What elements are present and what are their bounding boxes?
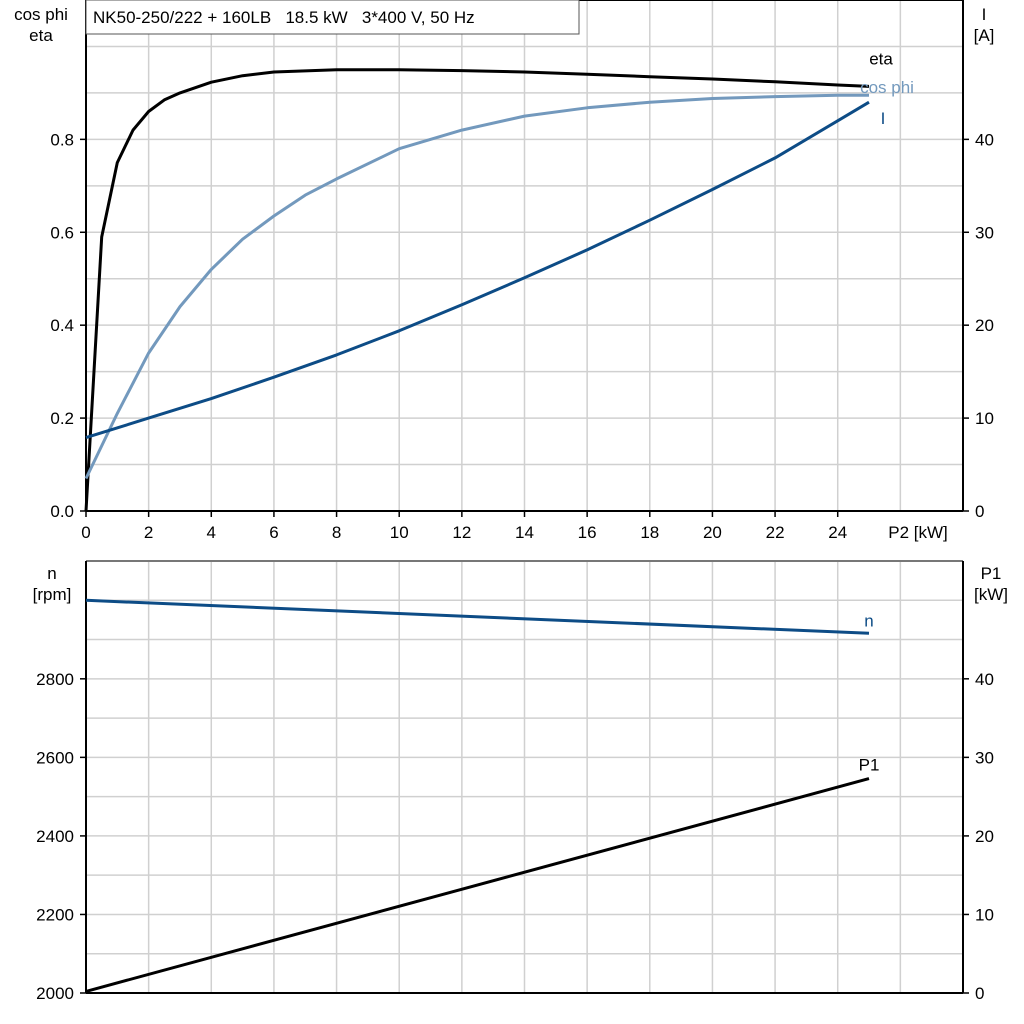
- series-i-label: I: [881, 109, 886, 128]
- bottom-chart: 2000 2200 2400 2600 2800 0 10 20 30 40 n P1: [36, 560, 994, 1003]
- left-tick-label: 0.4: [50, 316, 74, 335]
- left-tick-label: 2200: [36, 905, 74, 924]
- right-tick-label: 30: [975, 223, 994, 242]
- x-tick-label: 16: [578, 523, 597, 542]
- x-tick-label: 2: [144, 523, 153, 542]
- left-tick-label: 0.6: [50, 223, 74, 242]
- right-tick-label: 20: [975, 827, 994, 846]
- series-cos-phi-label: cos phi: [860, 78, 914, 97]
- x-tick-label: 20: [703, 523, 722, 542]
- right-tick-label: 40: [975, 670, 994, 689]
- x-tick-label: 8: [332, 523, 341, 542]
- top-left-axis-label-2: eta: [29, 26, 53, 45]
- right-tick-label: 20: [975, 316, 994, 335]
- left-tick-label: 0.2: [50, 409, 74, 428]
- series-i-line: [85, 100, 870, 440]
- x-tick-label: 12: [452, 523, 471, 542]
- left-tick-label: 2000: [36, 984, 74, 1003]
- x-tick-label: 24: [828, 523, 847, 542]
- left-tick-label: 0.8: [50, 130, 74, 149]
- x-tick-label: 10: [390, 523, 409, 542]
- top-left-axis-label-1: cos phi: [14, 5, 68, 24]
- series-n-label: n: [864, 611, 873, 630]
- left-tick-label: 2800: [36, 670, 74, 689]
- x-tick-label: 22: [766, 523, 785, 542]
- title-box: NK50-250/222 + 160LB 18.5 kW 3*400 V, 50…: [85, 0, 580, 35]
- series-p1-label: P1: [859, 756, 880, 775]
- chart-title: NK50-250/222 + 160LB 18.5 kW 3*400 V, 50…: [93, 8, 475, 27]
- bottom-left-axis-label-2: [rpm]: [33, 585, 72, 604]
- right-tick-label: 40: [975, 130, 994, 149]
- series-n-line: [85, 598, 870, 635]
- right-tick-label: 10: [975, 905, 994, 924]
- series-p1-line: [85, 777, 870, 993]
- bottom-right-axis-label-2: [kW]: [974, 585, 1008, 604]
- series-eta-label: eta: [869, 49, 893, 68]
- left-tick-label: 2400: [36, 827, 74, 846]
- left-tick-label: 2600: [36, 748, 74, 767]
- x-tick-label: 18: [640, 523, 659, 542]
- top-right-axis-label-2: [A]: [974, 26, 995, 45]
- bottom-left-axis-label-1: n: [47, 564, 56, 583]
- left-tick-label: 0.0: [50, 502, 74, 521]
- right-tick-label: 0: [975, 984, 984, 1003]
- x-axis-label: P2 [kW]: [888, 523, 948, 542]
- series-cos-phi-line: [84, 93, 869, 480]
- x-tick-label: 4: [207, 523, 216, 542]
- right-tick-label: 0: [975, 502, 984, 521]
- series-eta-line: [84, 68, 870, 512]
- right-tick-label: 30: [975, 748, 994, 767]
- x-tick-label: 6: [269, 523, 278, 542]
- x-tick-label: 14: [515, 523, 534, 542]
- right-tick-label: 10: [975, 409, 994, 428]
- top-right-axis-label-1: I: [982, 5, 987, 24]
- bottom-right-axis-label-1: P1: [981, 564, 1002, 583]
- x-tick-label: 0: [81, 523, 90, 542]
